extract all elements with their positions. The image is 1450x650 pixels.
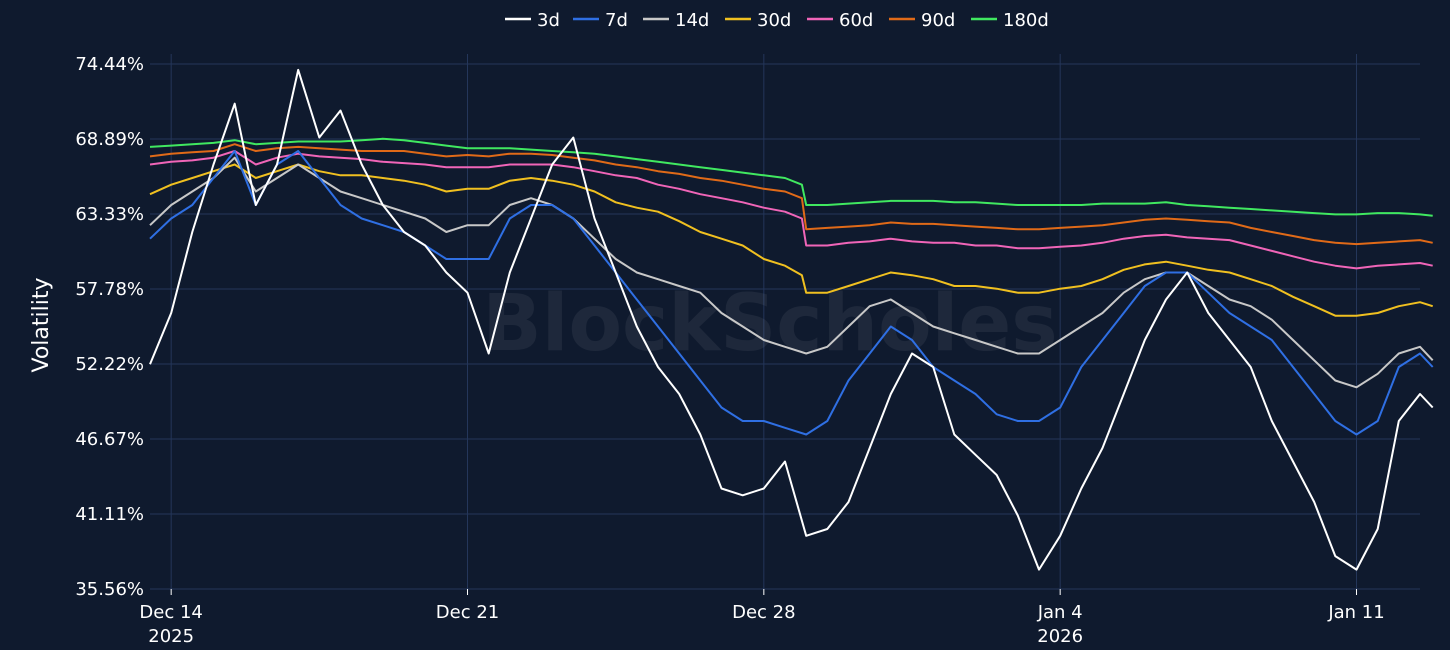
y-tick-label: 63.33% (75, 204, 144, 225)
x-axis: Dec 14 2025 Dec 21 Dec 28 Jan 4 2026 Jan 11 (139, 589, 1385, 647)
series-line-7d (149, 150, 1434, 436)
legend[interactable]: 3d 7d 14d 30d 60d 90d 180d (505, 10, 1049, 31)
legend-item-60d[interactable]: 60d (807, 10, 873, 31)
x-tick-label: Dec 21 (436, 602, 499, 623)
legend-item-14d[interactable]: 14d (643, 10, 709, 31)
legend-label: 180d (1003, 10, 1049, 31)
series-line-60d (149, 150, 1433, 270)
legend-label: 90d (921, 10, 955, 31)
y-tick-label: 41.11% (75, 504, 144, 525)
y-tick-label: 57.78% (75, 279, 144, 300)
legend-label: 60d (839, 10, 873, 31)
y-tick-label: 74.44% (75, 54, 144, 75)
series-line-180d (149, 137, 1433, 217)
grid (150, 54, 1420, 590)
legend-label: 7d (605, 10, 628, 31)
x-tick-label: Dec 28 (732, 602, 795, 623)
legend-item-7d[interactable]: 7d (573, 10, 628, 31)
legend-label: 3d (537, 10, 560, 31)
series-line-14d (149, 156, 1434, 389)
series-line-3d (149, 68, 1434, 571)
watermark: BlockScholes (482, 279, 1057, 369)
x-tick-label: Jan 4 (1037, 602, 1083, 623)
series-line-90d (149, 143, 1433, 246)
legend-item-90d[interactable]: 90d (889, 10, 955, 31)
y-axis-title: Volatility (29, 277, 54, 372)
y-tick-label: 68.89% (75, 129, 144, 150)
legend-item-180d[interactable]: 180d (971, 10, 1049, 31)
y-tick-label: 35.56% (75, 579, 144, 600)
y-tick-label: 46.67% (75, 429, 144, 450)
legend-item-30d[interactable]: 30d (725, 10, 791, 31)
series-layer (149, 68, 1434, 571)
legend-label: 30d (757, 10, 791, 31)
x-tick-year-label: 2026 (1037, 626, 1083, 647)
y-axis: 74.44% 68.89% 63.33% 57.78% 52.22% 46.67% 41.1… (75, 54, 144, 600)
y-tick-label: 52.22% (75, 354, 144, 375)
legend-label: 14d (675, 10, 709, 31)
legend-item-3d[interactable]: 3d (505, 10, 560, 31)
x-tick-label: Jan 11 (1327, 602, 1384, 623)
x-tick-year-label: 2025 (148, 626, 194, 647)
x-tick-label: Dec 14 (139, 602, 202, 623)
